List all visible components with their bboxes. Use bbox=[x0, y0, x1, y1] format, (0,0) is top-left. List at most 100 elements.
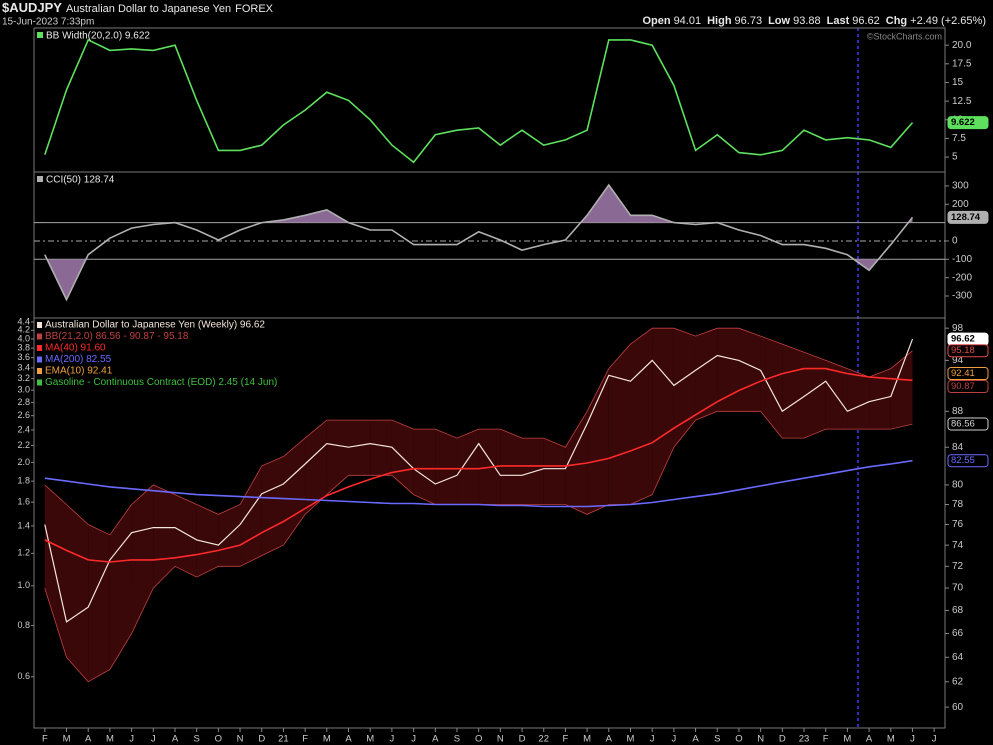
y2-tick-label: 1.2 bbox=[17, 548, 30, 558]
value-label-box bbox=[947, 380, 989, 394]
y-tick-label: 74 bbox=[952, 540, 964, 551]
y-tick-label: 88 bbox=[952, 406, 964, 417]
band-fill bbox=[435, 429, 457, 505]
band-fill bbox=[587, 368, 609, 515]
band-fill bbox=[608, 344, 631, 505]
quote-value: 94.01 bbox=[674, 15, 702, 27]
legend-swatch bbox=[37, 345, 42, 351]
y2-tick-label: 3.0 bbox=[17, 385, 30, 395]
x-tick-label: J bbox=[932, 734, 937, 745]
band-fill bbox=[413, 429, 436, 505]
x-tick-label: N bbox=[757, 734, 764, 745]
band-upper bbox=[44, 327, 913, 536]
legend-swatch bbox=[37, 176, 43, 182]
x-tick-label: A bbox=[345, 734, 352, 745]
x-tick-label: A bbox=[432, 734, 439, 745]
band-fill bbox=[695, 328, 718, 421]
legend-swatch bbox=[37, 379, 42, 386]
y-tick-label: 12.5 bbox=[952, 96, 972, 107]
quote-label: Low bbox=[768, 15, 790, 27]
y-tick-label: 60 bbox=[952, 702, 964, 713]
value-label: 9.622 bbox=[951, 117, 975, 128]
x-tick-label: M bbox=[323, 734, 331, 745]
y2-tick-label: 2.8 bbox=[17, 397, 30, 407]
y2-tick-label: 3.6 bbox=[17, 352, 30, 362]
legend-swatch bbox=[37, 356, 42, 363]
legend-swatch bbox=[37, 322, 42, 328]
y-tick-label: 200 bbox=[952, 199, 969, 210]
quote-value: 93.88 bbox=[793, 15, 821, 27]
x-tick-label: N bbox=[497, 734, 504, 745]
quote: Open 94.01 High 96.73 Low 93.88 Last 96.62 Chg +2… bbox=[642, 15, 986, 27]
series-line bbox=[44, 38, 914, 164]
band-fill bbox=[543, 438, 566, 505]
legend-entry: MA(200) 82.55 bbox=[45, 354, 112, 365]
legend-swatch bbox=[37, 333, 42, 340]
y-tick-label: -300 bbox=[952, 291, 972, 302]
band-fill bbox=[890, 350, 913, 430]
quote-value: +2.49 (+2.65%) bbox=[910, 15, 986, 27]
y2-tick-label: 4.4 bbox=[17, 316, 30, 326]
band-fill bbox=[500, 429, 523, 505]
legend-entry: Gasoline - Continuous Contract (EOD) 2.4… bbox=[45, 377, 277, 388]
x-tick-label: A bbox=[866, 734, 873, 745]
band-fill bbox=[153, 484, 175, 589]
x-tick-label: F bbox=[823, 734, 829, 745]
x-tick-label: F bbox=[563, 734, 569, 745]
band-fill bbox=[760, 336, 783, 439]
panel-title: CCI(50) 128.74 bbox=[46, 175, 115, 186]
x-tick-label: D bbox=[779, 734, 786, 745]
y2-tick-label: 0.6 bbox=[17, 671, 30, 681]
y-tick-label: 76 bbox=[952, 519, 964, 530]
value-label: 95.18 bbox=[951, 345, 975, 356]
y-tick-label: 20.0 bbox=[952, 40, 972, 51]
y2-tick-label: 1.6 bbox=[17, 497, 30, 507]
y-tick-label: 300 bbox=[952, 181, 969, 192]
band-fill bbox=[174, 494, 197, 578]
band-fill bbox=[370, 420, 392, 476]
legend-entry: Australian Dollar to Japanese Yen (Weekl… bbox=[45, 320, 265, 331]
x-tick-label: M bbox=[63, 734, 71, 745]
x-tick-label: M bbox=[106, 734, 114, 745]
band-fill bbox=[738, 328, 761, 412]
legend-swatch bbox=[37, 32, 43, 38]
y2-tick-label: 2.4 bbox=[17, 424, 30, 434]
y-tick-label: 7.5 bbox=[952, 133, 966, 144]
y2-tick-label: 0.8 bbox=[17, 620, 30, 630]
band-fill bbox=[825, 360, 848, 430]
x-tick-label: J bbox=[650, 734, 655, 745]
y-tick-label: 78 bbox=[952, 499, 964, 510]
y-tick-label: 64 bbox=[952, 652, 964, 663]
series-line bbox=[44, 459, 913, 508]
series-line bbox=[44, 367, 913, 563]
y2-tick-label: 1.8 bbox=[17, 476, 30, 486]
y2-tick-label: 3.2 bbox=[17, 373, 30, 383]
legend-swatch bbox=[37, 368, 42, 374]
x-tick-label: J bbox=[411, 734, 416, 745]
y2-tick-label: 2.6 bbox=[17, 410, 30, 420]
band-fill bbox=[652, 328, 674, 495]
value-label-box bbox=[947, 454, 989, 468]
band-fill bbox=[717, 328, 739, 412]
x-tick-label: J bbox=[129, 734, 134, 745]
band-fill bbox=[804, 352, 826, 439]
y-tick-label: 17.5 bbox=[952, 58, 972, 69]
value-label: 128.74 bbox=[951, 212, 981, 223]
band-fill bbox=[565, 411, 588, 515]
value-label-box bbox=[947, 417, 989, 431]
y2-tick-label: 2.0 bbox=[17, 457, 30, 467]
legend-entry: EMA(10) 92.41 bbox=[45, 366, 113, 377]
x-tick-label: M bbox=[843, 734, 851, 745]
x-tick-label: S bbox=[194, 734, 200, 745]
panel-frame bbox=[33, 317, 946, 729]
quote-label: Chg bbox=[886, 15, 907, 27]
y-tick-label: 62 bbox=[952, 676, 964, 687]
band-fill bbox=[522, 438, 544, 505]
quote-label: Last bbox=[827, 15, 850, 27]
value-label: 82.55 bbox=[951, 455, 975, 466]
y-tick-label: 98 bbox=[952, 323, 964, 334]
x-tick-label: O bbox=[475, 734, 482, 745]
exchange: FOREX bbox=[235, 3, 274, 15]
symbol: $AUDJPY bbox=[2, 0, 62, 15]
